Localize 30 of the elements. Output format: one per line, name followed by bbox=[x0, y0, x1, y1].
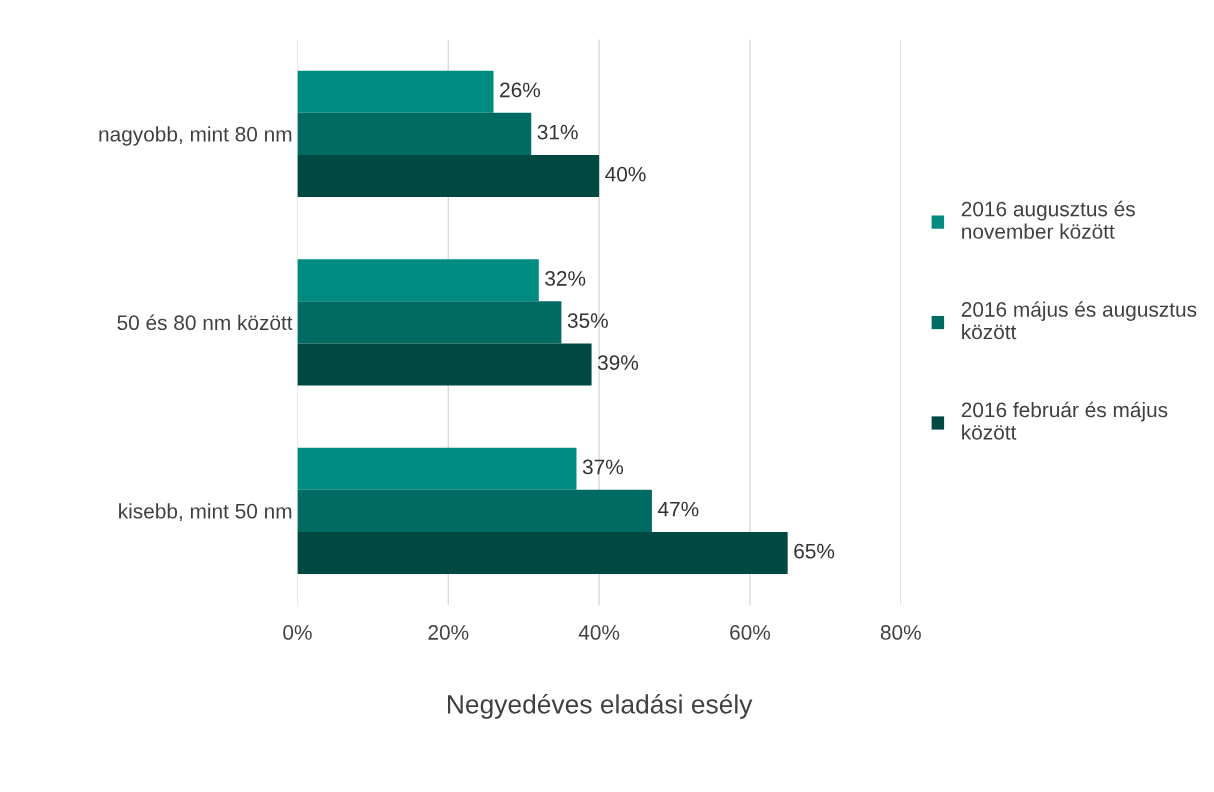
x-tick-label: 60% bbox=[730, 625, 771, 640]
x-axis-title: Negyedéves eladási esély bbox=[447, 693, 753, 719]
bar bbox=[297, 112, 532, 155]
bar bbox=[297, 489, 652, 532]
y-tick-label: kisebb, mint 50 nm bbox=[119, 503, 292, 522]
data-label: 40% bbox=[605, 166, 646, 182]
bar bbox=[297, 301, 562, 344]
y-tick-label: 50 és 80 nm között bbox=[117, 314, 293, 331]
bar bbox=[297, 447, 577, 490]
bar bbox=[297, 154, 600, 197]
legend-label: 2016 augusztus és november között bbox=[961, 200, 1135, 239]
data-label: 37% bbox=[582, 459, 623, 475]
x-tick-label: 80% bbox=[880, 625, 921, 640]
x-tick-label: 20% bbox=[428, 625, 469, 640]
bar bbox=[297, 259, 539, 302]
data-label: 31% bbox=[537, 124, 578, 140]
data-label: 39% bbox=[597, 355, 639, 371]
data-label: 26% bbox=[500, 82, 541, 98]
bar bbox=[297, 343, 592, 386]
data-label: 32% bbox=[545, 271, 586, 286]
bar bbox=[297, 70, 494, 113]
legend-label: 2016 május és augusztus között bbox=[961, 301, 1197, 340]
bar bbox=[297, 531, 788, 574]
data-label: 65% bbox=[794, 543, 835, 559]
data-label: 47% bbox=[657, 501, 699, 517]
x-tick-label: 0% bbox=[283, 625, 312, 640]
data-label: 35% bbox=[567, 313, 608, 328]
x-tick-label: 40% bbox=[578, 625, 620, 640]
y-tick-label: nagyobb, mint 80 nm bbox=[99, 126, 292, 146]
legend-label: 2016 február és május között bbox=[961, 401, 1168, 440]
